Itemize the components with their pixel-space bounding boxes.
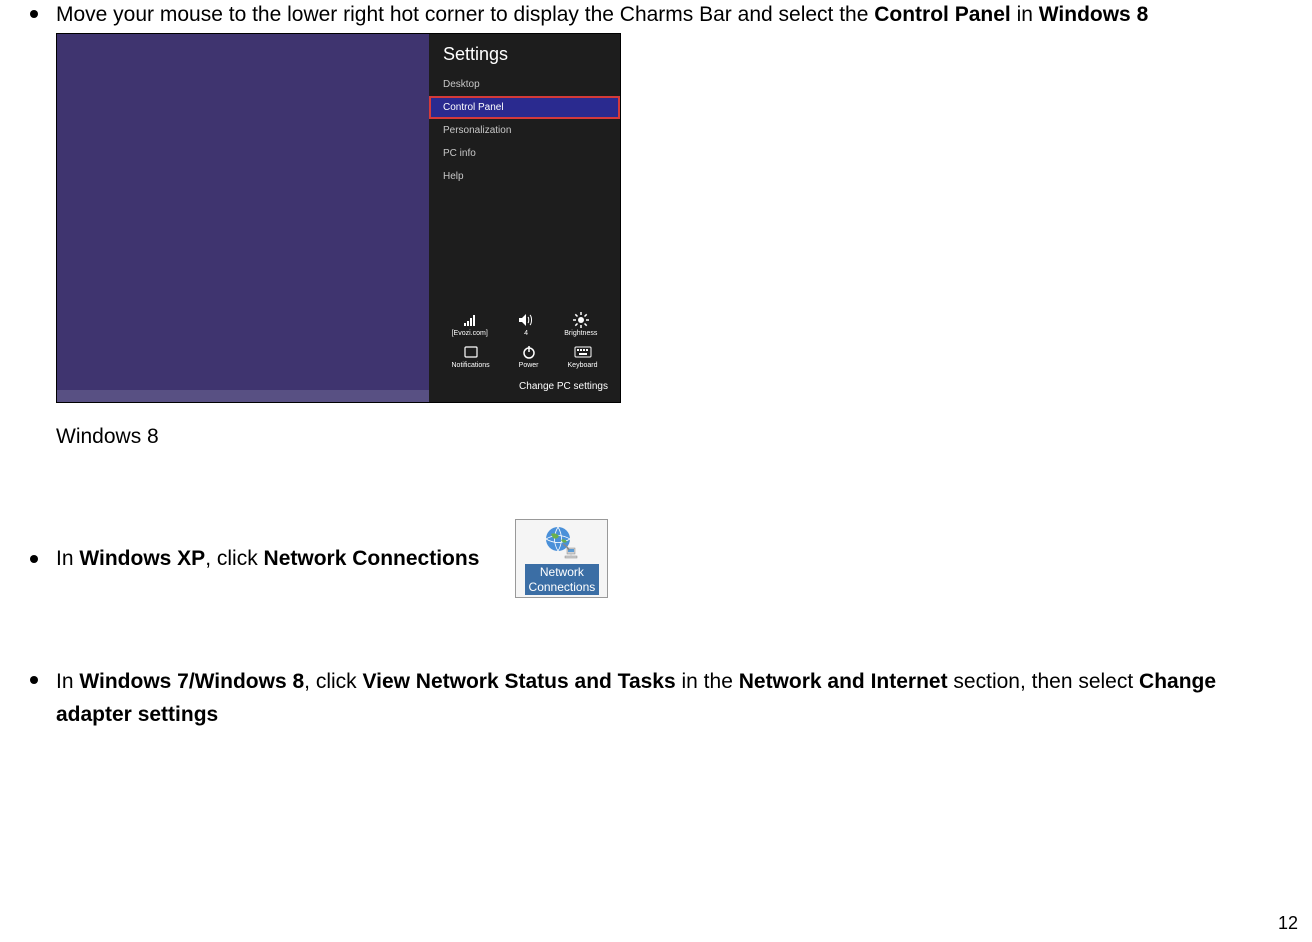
xp-label-2: Connections — [529, 580, 596, 594]
network-connections-icon-box[interactable]: Network Connections — [515, 519, 608, 598]
bullet-dot-icon — [30, 676, 38, 684]
charms-spacer — [429, 188, 620, 309]
bullet-item-3: In Windows 7/Windows 8, click View Netwo… — [30, 666, 1302, 731]
quick-notifications-label: Notifications — [452, 362, 490, 369]
b1-mid: in — [1011, 3, 1039, 26]
brightness-icon — [572, 313, 590, 327]
w78-m3: section, then select — [948, 670, 1139, 693]
xp-icon-label: Network Connections — [525, 564, 600, 595]
signal-icon — [461, 313, 479, 327]
bullet-dot-icon — [30, 10, 38, 18]
bullet-item-2: In Windows XP, click Network Connections… — [30, 519, 1302, 598]
quick-power-label: Power — [519, 362, 539, 369]
win78-text: In Windows 7/Windows 8, click View Netwo… — [56, 666, 1286, 731]
xp-bold1: Windows XP — [79, 547, 205, 570]
charms-item-control-panel[interactable]: Control Panel — [429, 96, 620, 119]
quick-brightness-label: Brightness — [564, 330, 597, 337]
bullet-text-1: Move your mouse to the lower right hot c… — [56, 0, 1148, 29]
quick-keyboard[interactable]: Keyboard — [568, 345, 598, 369]
charms-footer-link[interactable]: Change PC settings — [429, 373, 620, 402]
b1-bold2: Windows 8 — [1039, 3, 1148, 26]
speaker-icon — [517, 313, 535, 327]
win8-desktop-area — [57, 34, 429, 402]
quick-brightness[interactable]: Brightness — [564, 313, 597, 337]
quick-power[interactable]: Power — [519, 345, 539, 369]
globe-network-icon — [543, 524, 581, 562]
w78-prefix: In — [56, 670, 79, 693]
w78-b1: Windows 7/Windows 8 — [79, 670, 304, 693]
quick-volume-label: 4 — [524, 330, 528, 337]
quick-network-label: [Evozi.com] — [452, 330, 488, 337]
charms-quick-row1: [Evozi.com] 4 Brightness — [429, 309, 620, 341]
xp-mid: , click — [205, 547, 263, 570]
bullet-item-1: Move your mouse to the lower right hot c… — [30, 0, 1302, 29]
xp-bold2: Network Connections — [264, 547, 480, 570]
xp-prefix: In — [56, 547, 79, 570]
xp-label-1: Network — [540, 565, 584, 579]
notifications-icon — [462, 345, 480, 359]
xp-text: In Windows XP, click Network Connections — [56, 547, 479, 571]
charms-item-desktop[interactable]: Desktop — [429, 73, 620, 96]
w78-m2: in the — [676, 670, 739, 693]
b1-prefix: Move your mouse to the lower right hot c… — [56, 3, 874, 26]
win8-charms-panel: Settings Desktop Control Panel Personali… — [429, 34, 620, 402]
quick-notifications[interactable]: Notifications — [452, 345, 490, 369]
quick-keyboard-label: Keyboard — [568, 362, 598, 369]
bullet-dot-icon — [30, 555, 38, 563]
w78-m1: , click — [304, 670, 362, 693]
quick-volume[interactable]: 4 — [517, 313, 535, 337]
w78-b2: View Network Status and Tasks — [363, 670, 676, 693]
charms-quick-row2: Notifications Power Keyboard — [429, 341, 620, 373]
charms-item-help[interactable]: Help — [429, 165, 620, 188]
keyboard-icon — [574, 345, 592, 359]
charms-title: Settings — [429, 34, 620, 73]
w78-b3: Network and Internet — [739, 670, 948, 693]
charms-item-pcinfo[interactable]: PC info — [429, 142, 620, 165]
b1-bold1: Control Panel — [874, 3, 1011, 26]
win8-taskbar — [57, 390, 429, 402]
quick-network[interactable]: [Evozi.com] — [452, 313, 488, 337]
win8-screenshot: Settings Desktop Control Panel Personali… — [56, 33, 621, 403]
win8-caption: Windows 8 — [56, 425, 1302, 449]
page-number: 12 — [1278, 913, 1298, 934]
power-icon — [520, 345, 538, 359]
charms-item-personalization[interactable]: Personalization — [429, 119, 620, 142]
